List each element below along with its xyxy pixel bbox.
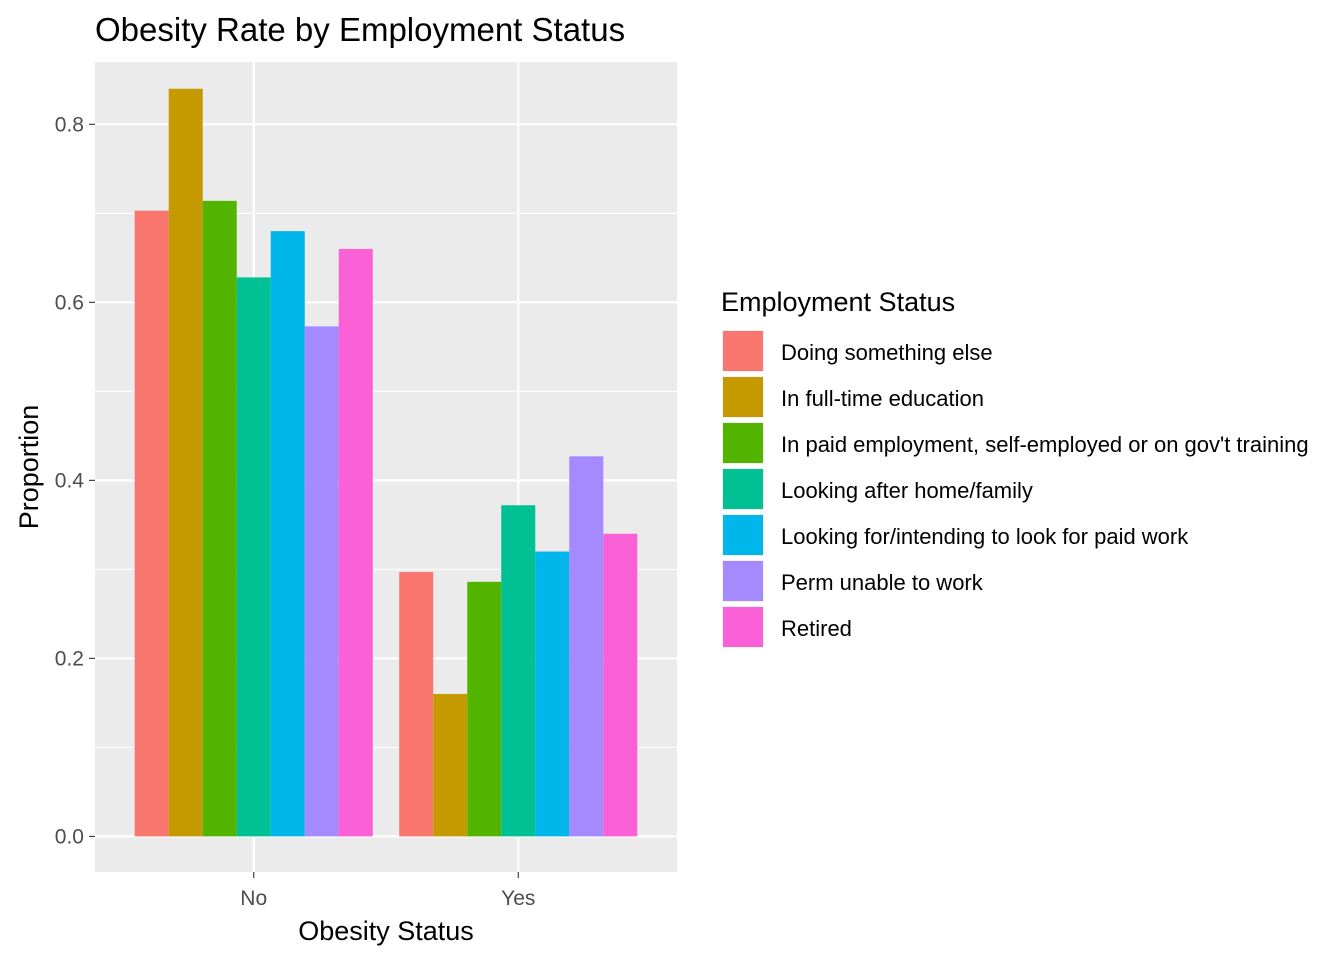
- y-tick-label: 0.4: [55, 469, 85, 492]
- legend-label: Retired: [781, 616, 852, 641]
- bar: [603, 533, 638, 837]
- bar: [501, 505, 536, 837]
- bar: [433, 693, 468, 837]
- legend: Employment Status Doing something else In…: [721, 287, 1309, 648]
- bar: [399, 572, 434, 837]
- x-axis-title: Obesity Status: [298, 916, 474, 946]
- bar: [338, 248, 373, 837]
- legend-swatch: [723, 607, 763, 647]
- bar: [535, 551, 570, 837]
- legend-swatch: [723, 561, 763, 601]
- legend-label: Perm unable to work: [781, 570, 984, 595]
- legend-label: In paid employment, self-employed or on …: [781, 432, 1309, 457]
- y-tick-label: 0.8: [55, 113, 84, 136]
- bar: [467, 581, 502, 837]
- bar: [304, 326, 339, 837]
- x-tick-label: Yes: [501, 887, 535, 910]
- y-axis-title: Proportion: [14, 405, 44, 530]
- bar: [236, 277, 271, 837]
- x-axis: No Yes: [240, 872, 535, 910]
- legend-label: Doing something else: [781, 340, 993, 365]
- legend-swatch: [723, 331, 763, 371]
- legend-swatch: [723, 377, 763, 417]
- legend-swatch: [723, 469, 763, 509]
- y-tick-label: 0.6: [55, 291, 84, 314]
- legend-label: Looking for/intending to look for paid w…: [781, 524, 1189, 549]
- bar: [202, 200, 237, 837]
- legend-label: Looking after home/family: [781, 478, 1033, 503]
- legend-swatch: [723, 515, 763, 555]
- legend-swatch: [723, 423, 763, 463]
- bar: [134, 210, 169, 837]
- bar: [168, 88, 203, 837]
- y-tick-label: 0.0: [55, 825, 84, 848]
- y-axis: 0.0 0.2 0.4 0.6 0.8: [55, 113, 95, 848]
- y-tick-label: 0.2: [55, 647, 84, 670]
- bar: [270, 231, 305, 837]
- bars: [134, 88, 638, 837]
- legend-label: In full-time education: [781, 386, 984, 411]
- chart-title: Obesity Rate by Employment Status: [95, 11, 625, 48]
- x-tick-label: No: [240, 887, 267, 910]
- bar: [569, 456, 604, 837]
- legend-title: Employment Status: [721, 287, 955, 317]
